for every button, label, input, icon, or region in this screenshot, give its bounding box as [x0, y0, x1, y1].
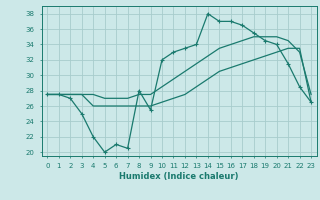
X-axis label: Humidex (Indice chaleur): Humidex (Indice chaleur)	[119, 172, 239, 181]
